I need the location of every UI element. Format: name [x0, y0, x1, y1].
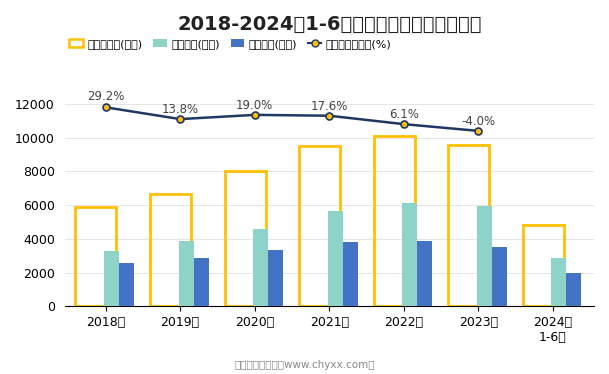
Bar: [119, 263, 134, 306]
Text: 17.6%: 17.6%: [311, 100, 348, 113]
Bar: [374, 136, 415, 306]
Text: 13.8%: 13.8%: [161, 103, 199, 116]
Bar: [448, 145, 489, 306]
Text: -4.0%: -4.0%: [462, 115, 496, 128]
Bar: [477, 206, 492, 306]
Bar: [523, 224, 564, 306]
Bar: [253, 229, 268, 306]
Bar: [194, 258, 208, 306]
Bar: [299, 146, 340, 306]
Bar: [403, 203, 417, 306]
Bar: [104, 251, 119, 306]
Text: 制图：智研咨询（www.chyxx.com）: 制图：智研咨询（www.chyxx.com）: [234, 360, 375, 370]
Title: 2018-2024年1-6月四川省累计进出口统计图: 2018-2024年1-6月四川省累计进出口统计图: [177, 15, 482, 34]
Text: 6.1%: 6.1%: [389, 108, 419, 121]
Bar: [552, 258, 566, 306]
Bar: [417, 241, 432, 306]
Bar: [492, 247, 507, 306]
Bar: [225, 171, 266, 306]
Bar: [178, 240, 194, 306]
Bar: [268, 250, 283, 306]
Bar: [343, 242, 357, 306]
Legend: 累计进出口(亿元), 累计出口(亿元), 累计进口(亿元), 累计进出口同比(%): 累计进出口(亿元), 累计出口(亿元), 累计进口(亿元), 累计进出口同比(%…: [65, 34, 396, 53]
Text: 19.0%: 19.0%: [236, 99, 273, 112]
Bar: [150, 194, 191, 306]
Bar: [566, 273, 582, 306]
Bar: [328, 211, 343, 306]
Text: 29.2%: 29.2%: [87, 91, 124, 103]
Bar: [76, 207, 116, 306]
